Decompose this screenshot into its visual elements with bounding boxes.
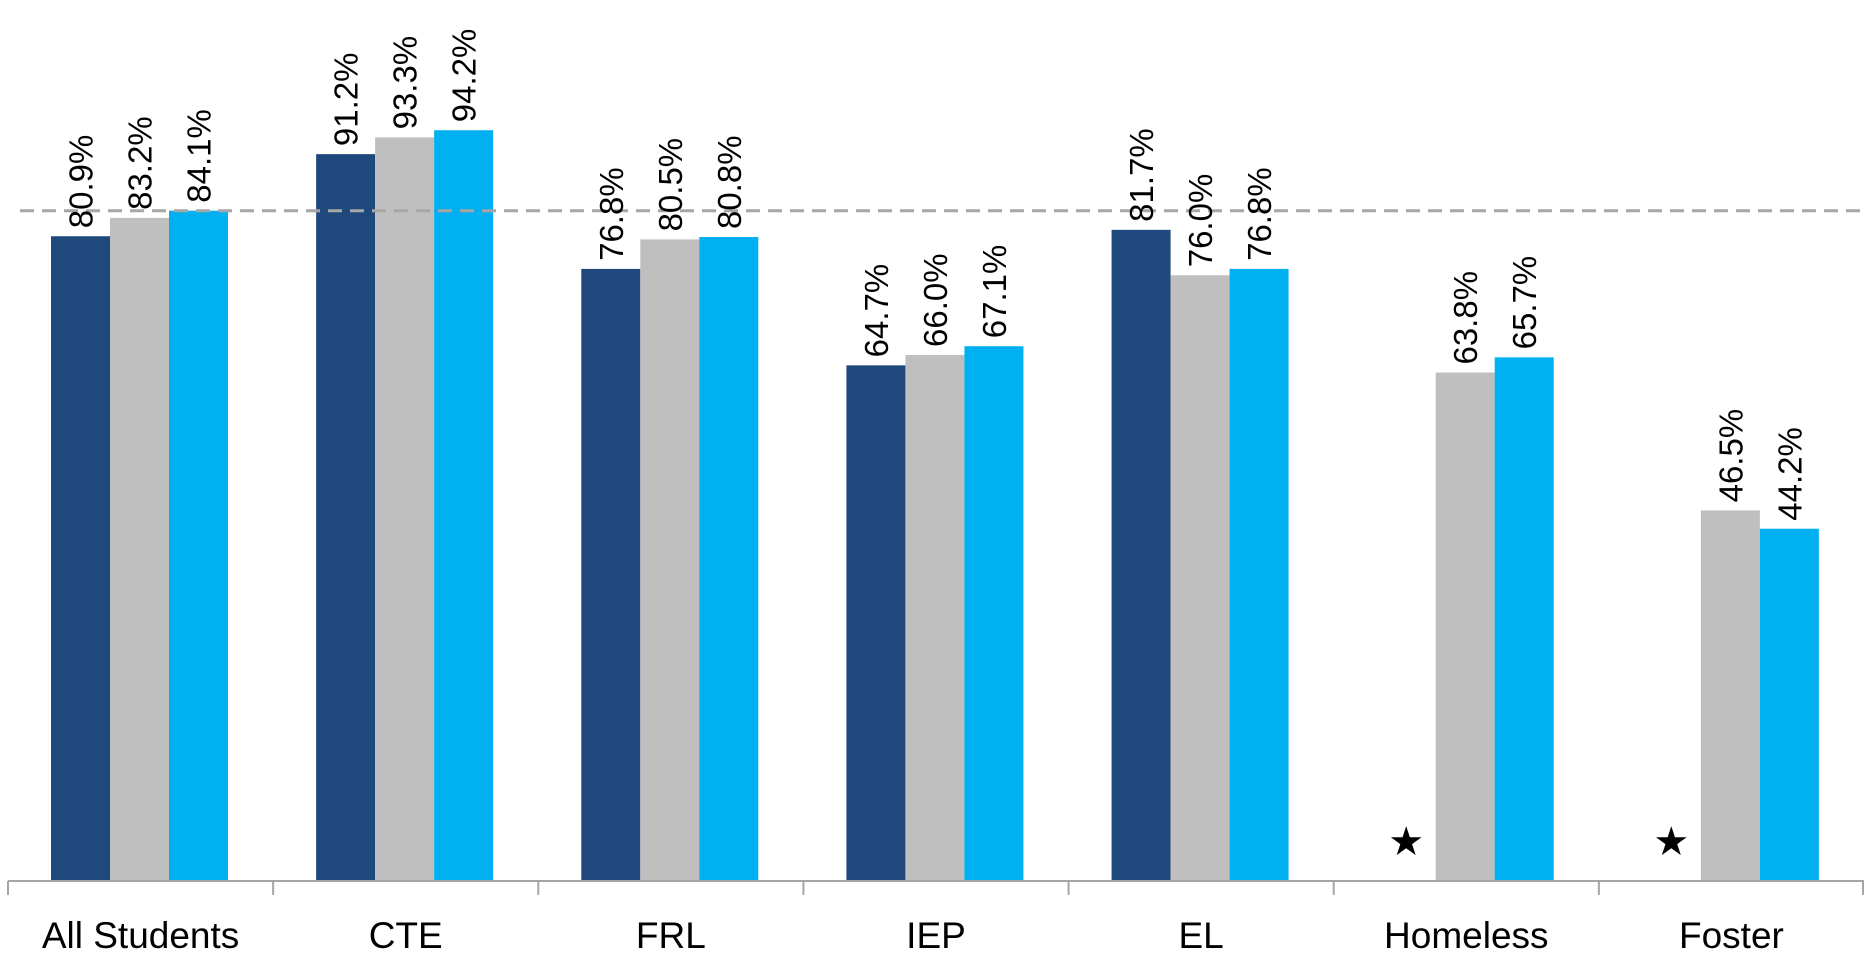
data-label: 65.7% <box>1506 256 1543 350</box>
data-label: 80.8% <box>711 135 748 229</box>
category-tick-label: FRL <box>636 915 706 956</box>
bar <box>905 354 965 882</box>
data-label: 76.8% <box>1241 167 1278 261</box>
bar <box>434 130 494 881</box>
data-label: 64.7% <box>858 264 895 358</box>
x-axis <box>7 880 1864 895</box>
bar <box>699 237 759 882</box>
category-tick-label: Foster <box>1679 915 1784 956</box>
data-label: 84.1% <box>181 109 218 203</box>
data-label: 76.0% <box>1182 174 1219 268</box>
bar <box>964 346 1024 881</box>
bar <box>51 236 110 882</box>
category-tick-label: All Students <box>42 915 239 956</box>
data-labels-layer: 80.9% 83.2% 84.1% 91.2% 93.3% 94.2% 76.8% 80.5%… <box>63 29 1809 865</box>
data-label: 76.8% <box>593 167 630 261</box>
data-label: 67.1% <box>976 245 1013 339</box>
suppressed-star-marker: ★ <box>1653 819 1689 865</box>
data-label: 44.2% <box>1771 427 1808 521</box>
data-label: 46.5% <box>1712 409 1749 503</box>
category-tick-label: IEP <box>906 915 966 956</box>
data-label: 94.2% <box>446 29 483 123</box>
bar <box>1170 275 1230 881</box>
bar <box>110 217 169 881</box>
bar <box>640 239 700 882</box>
bar <box>1229 268 1289 881</box>
data-label: 81.7% <box>1123 128 1160 222</box>
bar <box>316 154 376 882</box>
bar <box>581 268 641 881</box>
category-labels-layer: All Students CTE FRL IEP EL Homeless Foster <box>42 915 1784 956</box>
category-tick-label: Homeless <box>1384 915 1549 956</box>
data-label: 80.9% <box>63 135 100 229</box>
suppressed-star-marker: ★ <box>1388 819 1424 865</box>
bar <box>1494 357 1554 882</box>
data-label: 83.2% <box>122 116 159 210</box>
category-tick-label: CTE <box>369 915 443 956</box>
data-label: 63.8% <box>1447 271 1484 365</box>
bar <box>169 210 228 881</box>
category-tick-label: EL <box>1179 915 1224 956</box>
bar <box>1700 510 1760 881</box>
bar <box>846 365 906 881</box>
bars-layer <box>51 130 1819 882</box>
bar <box>1759 528 1819 881</box>
data-label: 91.2% <box>328 53 365 147</box>
data-label: 93.3% <box>387 36 424 130</box>
bar <box>1111 229 1171 881</box>
bar <box>1435 372 1495 881</box>
data-label: 66.0% <box>917 253 954 347</box>
data-label: 80.5% <box>652 138 689 232</box>
bar <box>375 137 435 882</box>
